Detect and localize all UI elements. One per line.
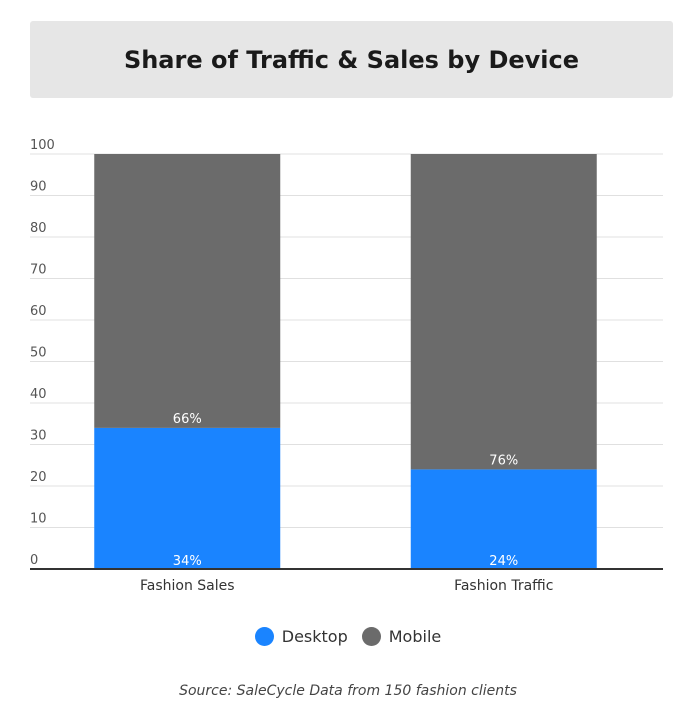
title-box: Share of Traffic & Sales by Device xyxy=(30,21,673,98)
y-tick-label: 40 xyxy=(30,387,47,402)
stacked-bar-chart: 0 10 20 30 40 50 60 70 80 90 100 34% 66% Fashion Sale… xyxy=(30,138,663,594)
legend-item-mobile[interactable]: Mobile xyxy=(361,626,442,646)
y-tick-label: 100 xyxy=(30,138,55,153)
y-tick-label: 0 xyxy=(30,553,38,568)
legend-label-desktop: Desktop xyxy=(281,626,348,646)
y-tick-label: 80 xyxy=(30,221,47,236)
y-tick-label: 20 xyxy=(30,470,47,485)
legend-dot-desktop xyxy=(254,626,274,646)
legend-item-desktop[interactable]: Desktop xyxy=(254,626,348,646)
data-label: 24% xyxy=(489,554,518,569)
data-label: 66% xyxy=(173,412,202,427)
y-tick-label: 50 xyxy=(30,346,47,361)
bar-desktop xyxy=(94,427,281,569)
data-label: 76% xyxy=(489,453,518,468)
legend: Desktop Mobile xyxy=(0,622,696,650)
bar-mobile xyxy=(410,154,597,470)
y-tick-label: 90 xyxy=(30,180,47,195)
y-tick-label: 30 xyxy=(30,429,47,444)
bar-desktop xyxy=(410,469,597,569)
x-tick-label: Fashion Traffic xyxy=(454,578,553,594)
x-tick-label: Fashion Sales xyxy=(140,578,235,594)
y-tick-label: 60 xyxy=(30,304,47,319)
data-label: 34% xyxy=(173,554,202,569)
legend-dot-mobile xyxy=(361,626,381,646)
source-note: Source: SaleCycle Data from 150 fashion … xyxy=(179,683,517,699)
chart-title: Share of Traffic & Sales by Device xyxy=(123,45,580,74)
legend-label-mobile: Mobile xyxy=(388,626,442,646)
y-tick-label: 10 xyxy=(30,512,47,527)
bar-mobile xyxy=(94,154,281,428)
y-tick-label: 70 xyxy=(30,263,47,278)
